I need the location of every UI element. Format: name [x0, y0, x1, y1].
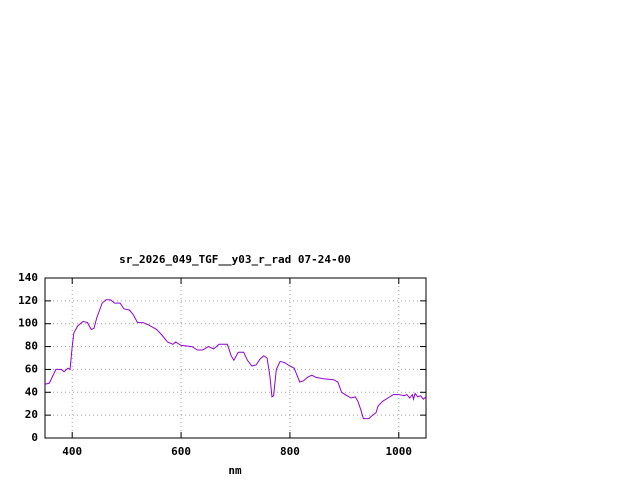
- y-tick-label: 20: [25, 408, 38, 421]
- x-tick-label: 400: [62, 445, 82, 458]
- y-tick-label: 100: [18, 317, 38, 330]
- y-tick-label: 60: [25, 362, 38, 375]
- y-tick-label: 140: [18, 271, 38, 284]
- x-axis-label: nm: [228, 464, 242, 477]
- y-tick-label: 120: [18, 294, 38, 307]
- x-tick-label: 600: [171, 445, 191, 458]
- x-tick-label: 1000: [386, 445, 413, 458]
- y-tick-label: 40: [25, 385, 38, 398]
- x-tick-label: 800: [280, 445, 300, 458]
- y-tick-label: 0: [31, 431, 38, 444]
- plot-frame: [44, 277, 427, 439]
- line-series: [44, 299, 427, 420]
- y-tick-label: 80: [25, 340, 38, 353]
- chart-title: sr_2026_049_TGF__y03_r_rad 07-24-00: [119, 253, 351, 266]
